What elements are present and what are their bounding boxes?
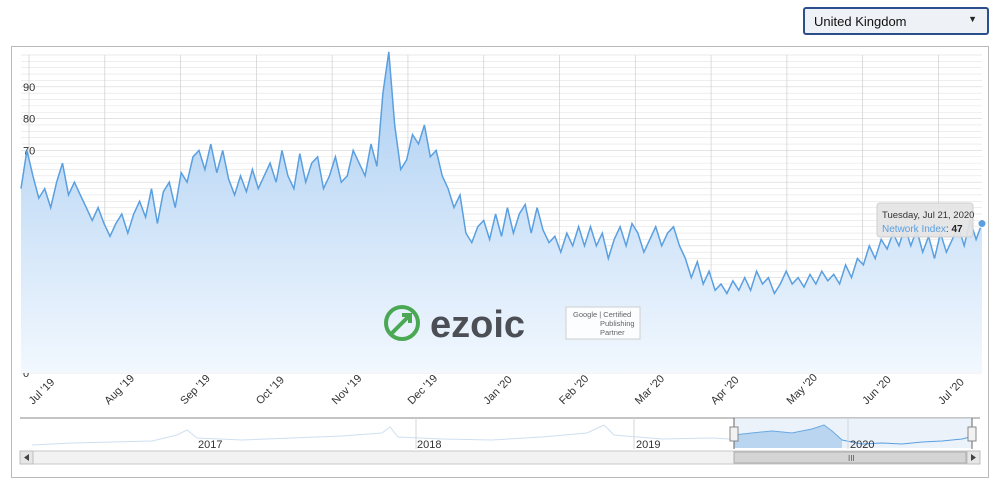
horizontal-scrollbar[interactable]: III xyxy=(19,450,981,465)
network-index-area xyxy=(21,51,982,374)
google-badge-line2: Publishing xyxy=(600,319,635,328)
navigator-handle-right[interactable] xyxy=(967,426,977,442)
x-tick-label: Sep '19 xyxy=(178,372,213,407)
x-tick-label: Oct '19 xyxy=(254,374,287,407)
navigator-selected-area xyxy=(734,425,842,448)
x-tick-label: Jun '20 xyxy=(860,374,893,407)
country-select[interactable]: United Kingdom ▼ xyxy=(803,7,989,35)
scrollbar-thumb[interactable] xyxy=(733,451,967,464)
navigator-year-2017: 2017 xyxy=(198,439,222,451)
ezoic-logo-arrow xyxy=(390,313,412,335)
country-select-value: United Kingdom xyxy=(814,13,907,29)
x-tick-label: Apr '20 xyxy=(709,374,742,407)
scrollbar-grip: III xyxy=(848,454,855,463)
navigator-history-line xyxy=(31,424,731,446)
ezoic-logo-icon xyxy=(384,305,420,341)
x-tick-label: Nov '19 xyxy=(330,373,365,408)
y-tick-label: 90 xyxy=(23,82,35,94)
x-tick-label: Jan '20 xyxy=(481,374,514,407)
navigator-year-2020: 2020 xyxy=(850,439,874,451)
x-tick-label: Jul '20 xyxy=(936,376,967,407)
navigator-handle-left[interactable] xyxy=(729,426,739,442)
caret-down-icon: ▼ xyxy=(968,14,977,24)
y-tick-label: 0 xyxy=(23,368,29,380)
x-tick-label: May '20 xyxy=(785,372,820,407)
range-navigator[interactable]: 2017 2018 2019 2020 xyxy=(20,417,980,451)
tooltip-series: Network Index: 47 xyxy=(882,224,963,235)
scroll-right-icon xyxy=(971,454,976,461)
google-badge xyxy=(565,306,641,340)
x-tick-label: Feb '20 xyxy=(557,373,591,407)
y-tick-label: 70 xyxy=(23,145,35,157)
ezoic-watermark: ezoic Google | Certified Publishing Part… xyxy=(384,304,641,346)
navigator-year-2018: 2018 xyxy=(417,439,441,451)
hover-point-marker xyxy=(977,219,987,229)
ezoic-wordmark: ezoic xyxy=(430,304,525,346)
tooltip-label: Network Index xyxy=(882,224,946,235)
chart-tooltip: Tuesday, Jul 21, 2020 Network Index: 47 xyxy=(876,202,974,238)
tooltip-date: Tuesday, Jul 21, 2020 xyxy=(882,210,974,221)
network-index-line xyxy=(20,51,983,296)
google-badge-line3: Partner xyxy=(600,328,625,337)
x-tick-label: Jul '19 xyxy=(27,376,58,407)
x-tick-label: Dec '19 xyxy=(406,373,441,408)
scroll-left-icon xyxy=(24,454,29,461)
y-tick-label: 80 xyxy=(23,114,35,126)
tooltip-value: 47 xyxy=(951,224,963,235)
x-tick-label: Aug '19 xyxy=(102,372,137,407)
google-badge-line1: Google | Certified xyxy=(573,310,631,319)
x-tick-label: Mar '20 xyxy=(633,373,667,407)
navigator-year-2019: 2019 xyxy=(636,439,660,451)
